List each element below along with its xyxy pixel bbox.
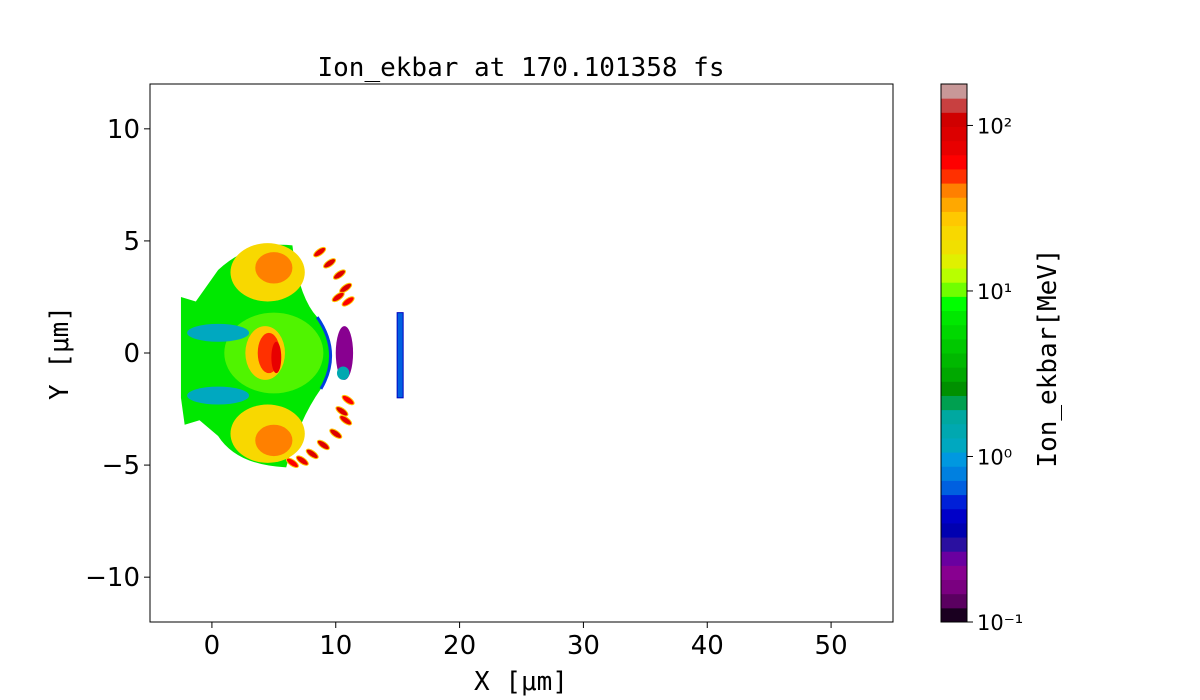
colorbar-band — [941, 253, 967, 269]
stripe-mark — [295, 455, 309, 466]
colorbar-band — [941, 211, 967, 227]
value-region — [255, 424, 293, 457]
y-tick-label: 0 — [123, 339, 140, 369]
colorbar-band — [941, 84, 967, 99]
value-region — [335, 326, 354, 380]
colorbar-band — [941, 225, 967, 241]
x-tick-label: 40 — [691, 631, 724, 661]
colorbar-band — [941, 112, 967, 127]
y-tick-label: 10 — [107, 115, 140, 145]
y-tick-label: 5 — [123, 227, 140, 257]
colorbar-band — [941, 324, 967, 340]
colorbar-ticks: 10⁻¹ 10⁰ 10¹ 10² — [967, 114, 1023, 635]
colorbar-band — [941, 154, 967, 170]
stripe-mark — [313, 246, 327, 258]
colorbar-band — [941, 437, 967, 453]
colorbar-band — [941, 183, 967, 198]
colorbar-band — [941, 282, 967, 297]
x-axis-label: X [μm] — [474, 667, 568, 697]
colorbar-band — [941, 367, 967, 382]
colorbar-band — [941, 296, 967, 312]
stripe-mark — [285, 457, 299, 469]
colorbar-band — [941, 466, 967, 481]
stripe-mark — [335, 406, 349, 417]
stripe-mark — [331, 291, 345, 303]
x-tick-label: 10 — [319, 631, 352, 661]
colorbar-band — [941, 353, 967, 368]
colorbar-band — [941, 522, 967, 538]
stripe-mark — [305, 448, 319, 460]
colorbar-band — [941, 268, 967, 283]
colorbar-band — [941, 579, 967, 595]
colorbar-band — [941, 98, 967, 113]
colorbar-band — [941, 197, 967, 212]
value-region — [255, 252, 293, 284]
colorbar-band — [941, 338, 967, 354]
colorbar-band — [941, 494, 967, 510]
colorbar-band — [941, 480, 967, 496]
colorbar-band — [941, 593, 967, 609]
colorbar-band — [941, 565, 967, 581]
stripe-mark — [339, 282, 353, 294]
colorbar-band — [941, 140, 967, 156]
x-axis: 0 10 20 30 40 50 — [204, 622, 848, 661]
y-axis-label: Y [μm] — [45, 306, 75, 400]
x-tick-label: 0 — [204, 631, 221, 661]
stripe-mark — [341, 394, 355, 406]
colorbar-band — [941, 310, 967, 326]
colorbar-band — [941, 168, 967, 184]
value-region — [187, 323, 250, 342]
stripe-mark — [329, 428, 343, 439]
y-tick-label: −5 — [102, 451, 140, 481]
colorbar-band — [941, 607, 967, 623]
value-region — [187, 386, 250, 405]
colorbar — [941, 84, 967, 623]
colorbar-tick-label: 10⁰ — [977, 445, 1012, 469]
colorbar-band — [941, 551, 967, 566]
colorbar-band — [941, 395, 967, 411]
value-region — [271, 341, 282, 374]
colorbar-band — [941, 239, 967, 255]
stripe-mark — [323, 258, 337, 269]
colorbar-band — [941, 452, 967, 467]
colorbar-tick-label: 10⁻¹ — [977, 611, 1023, 635]
y-tick-label: −10 — [85, 563, 140, 593]
heatmap-area — [180, 243, 404, 469]
colorbar-tick-label: 10¹ — [977, 280, 1012, 304]
stripe-mark — [339, 415, 353, 426]
chart-title: Ion_ekbar at 170.101358 fs — [318, 53, 725, 83]
value-region — [336, 366, 350, 380]
colorbar-frame — [940, 83, 968, 623]
colorbar-band — [941, 409, 967, 425]
colorbar-band — [941, 126, 967, 142]
colorbar-label: Ion_ekbar[MeV] — [1033, 248, 1063, 467]
x-tick-label: 50 — [815, 631, 848, 661]
stripe-mark — [332, 269, 346, 280]
colorbar-band — [941, 381, 967, 396]
colorbar-tick-label: 10² — [977, 114, 1012, 138]
stripe-mark — [316, 439, 330, 451]
colorbar-band — [941, 537, 967, 552]
y-axis: 10 5 0 −5 −10 — [85, 115, 150, 593]
colorbar-band — [941, 508, 967, 524]
colorbar-band — [941, 423, 967, 439]
shock-edge — [315, 316, 333, 390]
stripe-mark — [341, 296, 355, 307]
x-tick-label: 30 — [567, 631, 600, 661]
x-tick-label: 20 — [443, 631, 476, 661]
foil-line — [396, 312, 404, 399]
